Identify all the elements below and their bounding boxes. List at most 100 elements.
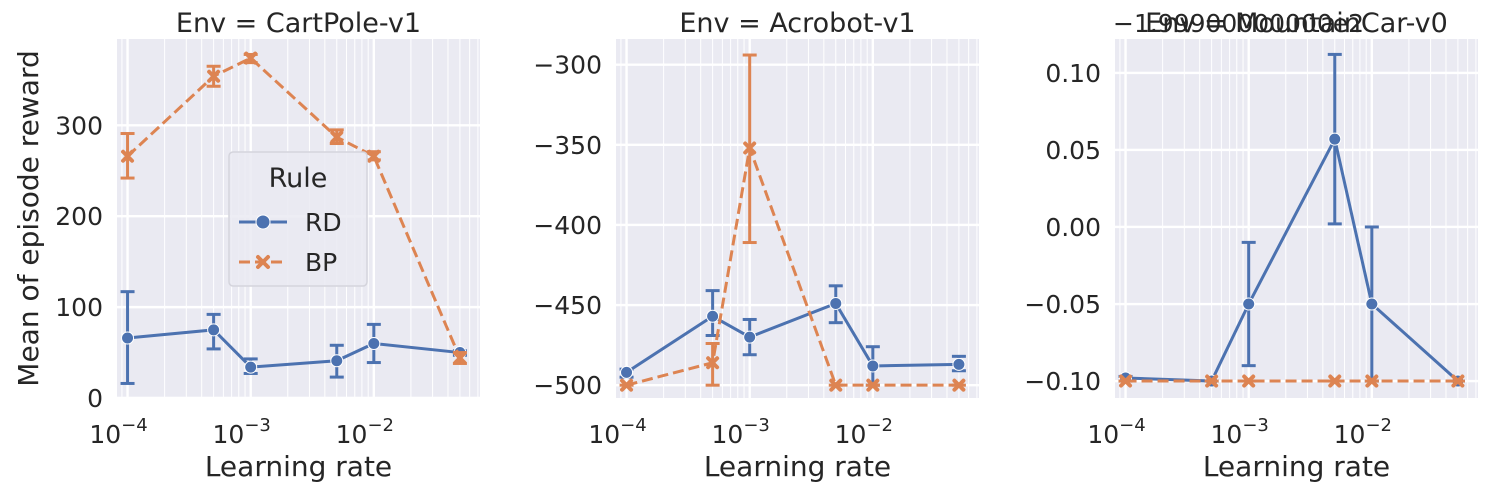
axis-offset-text: −1.99900000000e2 [1113, 9, 1364, 38]
x-tick-exponent: −3 [1242, 415, 1269, 436]
data-point [706, 309, 720, 323]
series-rd [619, 284, 966, 387]
x-tick-exponent: −3 [743, 415, 770, 436]
x-tick-label: 10−4 [1087, 415, 1145, 449]
data-point [453, 351, 467, 365]
marker-stroke [207, 69, 221, 83]
data-point [121, 149, 135, 163]
marker-stroke [743, 141, 757, 155]
data-point [743, 330, 757, 344]
x-tick-label: 10−2 [835, 415, 893, 449]
marker-stroke [453, 351, 467, 365]
x-tick-exponent: −2 [866, 415, 893, 436]
x-tick-base: 10 [1211, 420, 1243, 449]
y-tick-label: 0.05 [1045, 136, 1101, 165]
marker-stroke [1365, 374, 1379, 388]
plot-area [1115, 39, 1478, 398]
y-tick-label: −400 [533, 211, 602, 240]
series-line [626, 142, 959, 387]
x-tick-exponent: −2 [1365, 415, 1392, 436]
marker-stroke [1205, 374, 1219, 388]
y-tick-label: −0.10 [1024, 367, 1101, 396]
x-tick-exponent: −2 [367, 415, 394, 436]
x-tick-label: 10−3 [213, 415, 271, 449]
y-tick-label: 100 [55, 293, 103, 322]
x-tick-exponent: −4 [1119, 415, 1146, 436]
data-point [330, 130, 344, 144]
series-line [625, 301, 959, 374]
data-point [1451, 374, 1465, 388]
y-tick-label: −500 [533, 371, 602, 400]
series-line [126, 56, 462, 359]
data-point [330, 354, 344, 368]
data-point [620, 365, 634, 379]
marker-stroke [1242, 374, 1256, 388]
y-tick-label: −450 [533, 291, 602, 320]
data-point [866, 378, 880, 392]
data-point [829, 378, 843, 392]
legend-marker [255, 214, 271, 230]
x-tick-label: 10−2 [1334, 415, 1392, 449]
x-tick-base: 10 [89, 420, 121, 449]
x-tick-exponent: −3 [244, 415, 271, 436]
marker-stroke [244, 51, 258, 65]
data-point [952, 357, 966, 371]
x-tick-exponent: −4 [620, 415, 647, 436]
marker-stroke [952, 378, 966, 392]
legend-label: RD [305, 208, 342, 237]
data-point [620, 378, 634, 392]
data-point [1205, 374, 1219, 388]
x-tick-label: 10−3 [712, 415, 770, 449]
data-point [244, 51, 258, 65]
x-tick-label: 10−3 [1211, 415, 1269, 449]
marker-stroke [1119, 374, 1133, 388]
data-point [866, 359, 880, 373]
panel-title: Env = CartPole-v1 [176, 8, 421, 39]
y-tick-label: 0.00 [1045, 213, 1101, 242]
legend-entry-rd: RD [239, 208, 342, 237]
marker-stroke [620, 378, 634, 392]
x-tick-label: 10−2 [336, 415, 394, 449]
x-axis-label: Learning rate [704, 450, 891, 483]
x-tick-exponent: −4 [121, 415, 148, 436]
data-point [1242, 297, 1256, 311]
x-tick-base: 10 [1334, 420, 1366, 449]
series-bp [619, 53, 966, 392]
data-point [706, 356, 720, 370]
data-point [743, 141, 757, 155]
series-bp [1118, 374, 1465, 388]
marker-stroke [829, 378, 843, 392]
y-tick-label: −350 [533, 131, 602, 160]
y-axis-label: Mean of episode reward [12, 50, 45, 386]
x-axis-label: Learning rate [205, 450, 392, 483]
x-tick-base: 10 [213, 420, 245, 449]
marker-stroke [330, 130, 344, 144]
data-point [244, 360, 258, 374]
panel-title: Env = MountainCar-v0 [1145, 8, 1448, 39]
minor-grid-x [620, 39, 978, 398]
series-bp [120, 51, 467, 365]
minor-grid-x [1119, 39, 1477, 398]
data-point [1365, 297, 1379, 311]
legend-label: BP [305, 248, 337, 277]
series-line [127, 328, 461, 369]
legend-title: Rule [269, 163, 328, 194]
data-point [1328, 132, 1342, 146]
x-tick-base: 10 [588, 420, 620, 449]
y-tick-label: 0.10 [1045, 59, 1101, 88]
data-point [121, 331, 135, 345]
data-point [1242, 374, 1256, 388]
y-tick-label: 0 [87, 384, 103, 413]
data-point [367, 336, 381, 350]
x-tick-label: 10−4 [89, 415, 147, 449]
marker-stroke [367, 149, 381, 163]
x-axis-label: Learning rate [1203, 450, 1390, 483]
data-point [952, 378, 966, 392]
data-point [1119, 374, 1133, 388]
marker-stroke [121, 149, 135, 163]
x-tick-base: 10 [1087, 420, 1119, 449]
